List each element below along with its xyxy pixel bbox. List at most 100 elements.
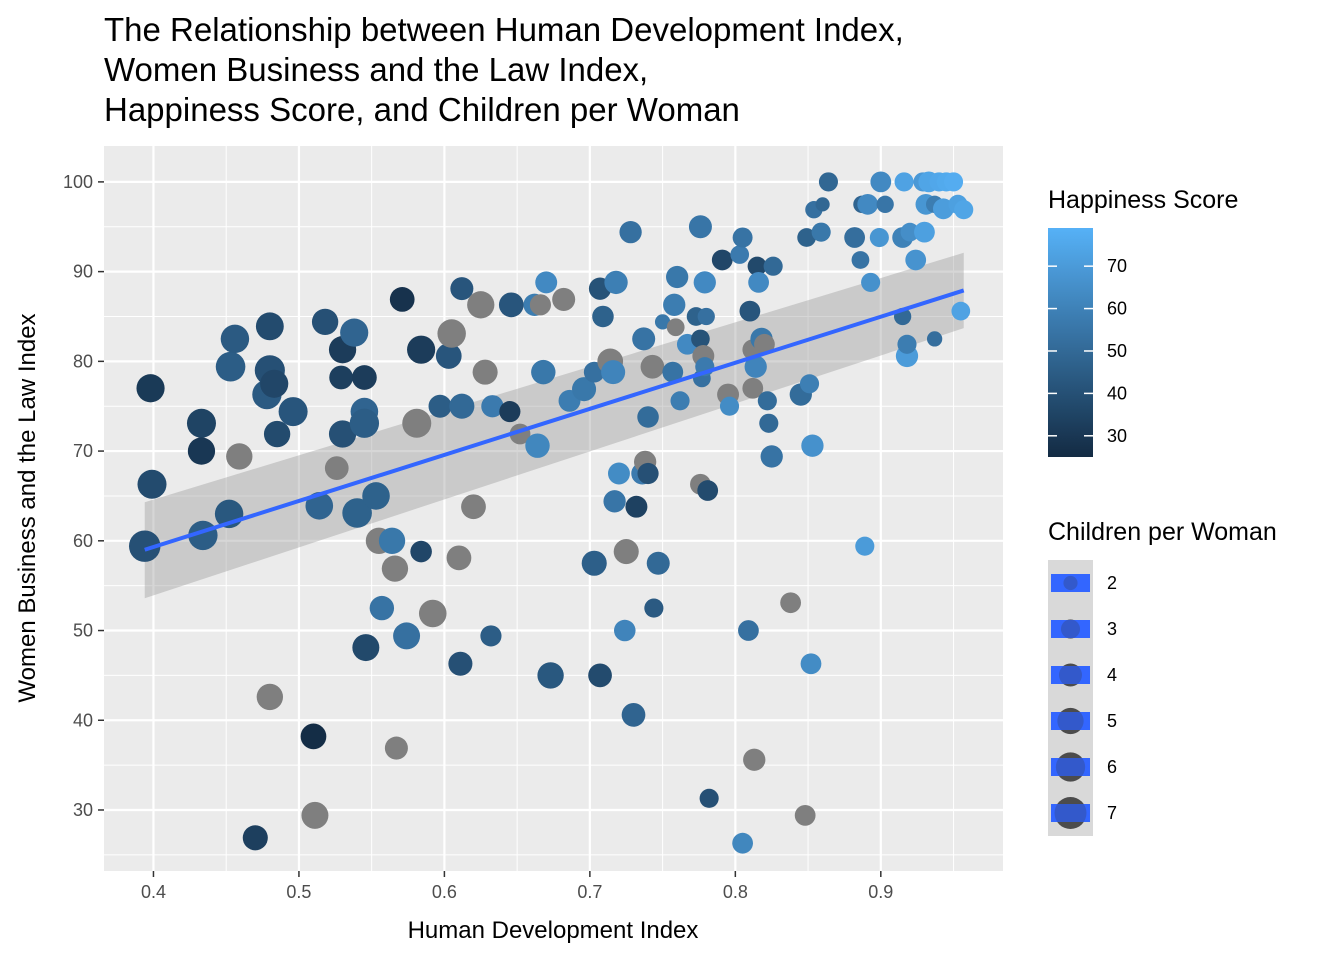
- trend-line: [144, 288, 965, 552]
- scatter-point: [663, 293, 686, 316]
- scatter-point: [449, 393, 475, 419]
- scatter-point: [801, 434, 824, 457]
- x-axis-title: Human Development Index: [408, 917, 699, 944]
- scatter-point: [446, 545, 472, 571]
- scatter-point: [428, 394, 452, 418]
- color-legend-label: 40: [1107, 383, 1127, 403]
- x-tick-label: 0.8: [723, 882, 748, 902]
- scatter-point: [662, 361, 684, 383]
- size-legend-label: 6: [1107, 757, 1117, 777]
- scatter-point: [384, 736, 408, 760]
- scatter-point: [637, 462, 659, 485]
- scatter-point: [851, 251, 870, 269]
- scatter-point: [747, 256, 767, 276]
- points-layer: [128, 171, 974, 854]
- scatter-point: [780, 592, 801, 614]
- scatter-point: [794, 804, 816, 826]
- size-legend-key-overlay: [1051, 712, 1090, 730]
- scatter-point: [637, 406, 659, 428]
- scatter-point: [614, 619, 636, 642]
- scatter-point: [719, 396, 740, 416]
- scatter-point: [619, 220, 642, 244]
- color-legend-label: 30: [1107, 426, 1127, 446]
- scatter-point: [742, 377, 764, 399]
- scatter-point: [607, 462, 630, 485]
- x-tick-label: 0.6: [432, 882, 457, 902]
- scatter-point: [137, 469, 167, 499]
- scatter-point: [407, 335, 436, 364]
- scatter-point: [613, 539, 639, 565]
- scatter-point: [588, 663, 612, 688]
- scatter-point: [688, 215, 712, 239]
- scatter-point: [300, 723, 327, 750]
- scatter-point: [378, 527, 406, 554]
- scatter-point: [448, 651, 473, 676]
- scatter-point: [799, 374, 820, 394]
- scatter-point: [732, 227, 753, 248]
- plot-panel: [104, 146, 1003, 871]
- scatter-point: [592, 305, 614, 328]
- scatter-point: [328, 420, 357, 448]
- scatter-point: [572, 377, 597, 402]
- scatter-point: [743, 748, 766, 771]
- scatter-point: [349, 408, 380, 438]
- scatter-point: [340, 318, 369, 347]
- scatter-point: [604, 270, 628, 295]
- scatter-point: [711, 249, 733, 271]
- y-tick-label: 50: [73, 621, 93, 641]
- scatter-point: [760, 445, 783, 468]
- chart-title: The Relationship between Human Developme…: [104, 11, 904, 128]
- size-legend-label: 7: [1107, 803, 1117, 823]
- scatter-point: [531, 359, 556, 385]
- scatter-point: [739, 300, 761, 322]
- scatter-point: [410, 540, 432, 563]
- size-legend-key-overlay: [1051, 666, 1090, 684]
- scatter-point: [666, 265, 689, 289]
- color-legend-ticks: 30 40 50 60 70: [1048, 256, 1127, 446]
- x-tick-label: 0.9: [868, 882, 893, 902]
- scatter-point: [691, 329, 710, 349]
- scatter-point: [601, 360, 626, 385]
- scatter-point: [187, 437, 216, 465]
- scatter-point: [951, 301, 971, 321]
- grid-major: [104, 146, 1003, 871]
- y-axis-title: Women Business and the Law Index: [14, 313, 41, 702]
- scatter-point: [260, 369, 289, 398]
- grid-minor: [104, 146, 1003, 871]
- scatter-point: [256, 683, 284, 711]
- size-legend-title: Children per Woman: [1048, 518, 1277, 546]
- scatter-point: [552, 287, 576, 311]
- scatter-point: [480, 625, 502, 647]
- x-tick-label: 0.7: [577, 882, 602, 902]
- scatter-point: [670, 391, 690, 411]
- scatter-point: [748, 272, 769, 293]
- scatter-point: [744, 355, 767, 378]
- scatter-point: [435, 343, 462, 369]
- scatter-point: [759, 413, 779, 433]
- scatter-point: [603, 490, 626, 513]
- scatter-point: [305, 492, 334, 520]
- scatter-point: [450, 277, 474, 301]
- scatter-point: [389, 287, 415, 312]
- size-legend-label: 3: [1107, 619, 1117, 639]
- scatter-point: [693, 271, 716, 294]
- scatter-point: [529, 294, 551, 316]
- color-legend: Happiness Score 30 40 50 60 70: [1048, 186, 1238, 457]
- scatter-point: [844, 227, 866, 248]
- scatter-point: [632, 327, 656, 351]
- scatter-point: [437, 319, 466, 348]
- size-legend-key-overlay: [1051, 620, 1090, 638]
- scatter-point: [855, 536, 875, 556]
- scatter-point: [621, 703, 646, 727]
- scatter-point: [220, 324, 250, 354]
- scatter-point: [402, 408, 432, 438]
- scatter-point: [625, 495, 648, 518]
- scatter-point: [472, 359, 498, 385]
- scatter-point: [730, 245, 750, 264]
- scatter-point: [467, 291, 495, 319]
- scatter-point: [644, 598, 664, 618]
- scatter-point: [905, 249, 927, 271]
- scatter-point: [914, 221, 935, 243]
- scatter-point: [699, 788, 719, 808]
